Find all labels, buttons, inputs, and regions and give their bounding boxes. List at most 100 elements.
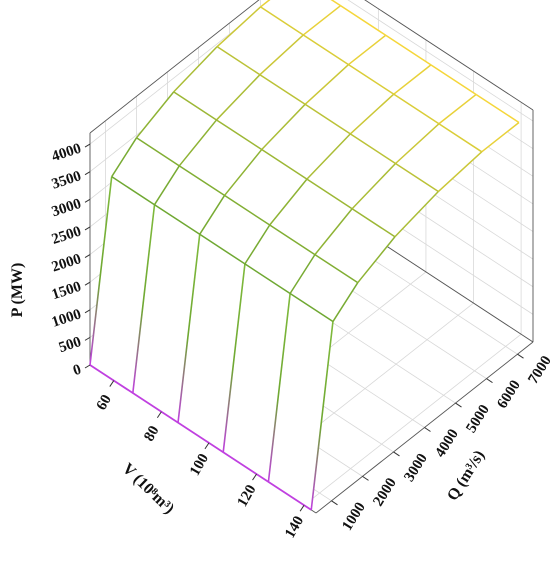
surface-mesh-line [304,64,350,105]
surface-mesh-line [111,137,138,178]
z-tick-label: 2000 [50,251,83,275]
z-tick-label: 2500 [50,223,83,247]
z-tick-mark [84,281,91,286]
surface-mesh-line [385,34,432,66]
surface-mesh [89,0,520,511]
z-tick-label: 500 [57,334,83,356]
surface-face [154,165,225,235]
surface-bottom-edge [89,364,312,511]
surface-mesh-line [269,224,316,256]
surface-wall-line [310,321,334,510]
surface-face [216,74,306,150]
surface-wall-line [267,293,291,482]
z-tick-mark [84,254,91,258]
surface-face [305,64,394,134]
surface-face [306,133,396,209]
q-tick-mark [455,402,462,408]
surface-mesh-line [216,46,261,76]
v-axis-title: V (10⁸m³) [119,460,177,517]
q-tick-mark [393,451,400,457]
surface-mesh-line [111,176,155,206]
v-tick-mark [252,473,257,481]
surface-mesh-line [302,5,341,36]
surface-face [199,195,270,264]
surface-face [224,149,307,225]
surface-mesh-line [173,91,217,121]
surface-mesh-line [437,151,483,193]
z-tick-mark [84,226,91,231]
q-tick-label: 7000 [525,353,550,387]
surface-mesh-line [199,195,226,235]
surface-mesh-line [340,5,387,36]
q-tick-mark [331,500,338,506]
surface-face [314,208,395,283]
q-tick-label: 2000 [370,475,399,509]
surface-mesh-line [261,103,306,151]
surface-mesh-line [304,103,351,135]
surface-mesh-line [351,208,396,238]
z-tick-label: 1500 [50,279,83,303]
surface-mesh-line [357,236,396,284]
surface-face [260,0,341,35]
surface-mesh-line [224,194,271,226]
q-tick-label: 6000 [494,378,523,412]
q-tick-label: 1000 [339,500,368,534]
surface-face [244,225,315,294]
q-tick-mark [362,475,369,481]
surface-mesh-line [306,178,353,210]
surface-face [136,91,217,166]
surface-mesh-line [394,191,439,238]
z-tick-mark [84,171,91,176]
surface-mesh-line [215,74,261,121]
v-tick-mark [204,442,210,450]
surface-mesh-line [154,204,201,235]
surface-mesh-line [216,119,263,151]
surface-mesh-line [330,0,341,7]
z-tick-mark [84,143,91,148]
v-tick-mark [299,504,305,512]
v-tick-mark [109,380,115,387]
surface-mesh-line [351,162,397,210]
surface-mesh-line [438,123,483,153]
surface-face [269,179,353,255]
surface-mesh-line [289,292,334,323]
surface-mesh-line [395,123,440,165]
surface-mesh-line [306,133,351,180]
z-tick-mark [84,198,91,203]
surface-mesh-line [261,148,308,180]
surface-wall [90,176,333,510]
surface-mesh-line [244,224,271,265]
z-tick-mark [84,309,91,314]
surface-face [217,6,304,75]
z-tick-label: 4000 [50,141,83,165]
q-tick-label: 3000 [401,451,430,485]
surface-mesh-line [302,34,349,66]
surface-mesh-line [314,254,359,284]
z-tick-label: 1000 [50,306,83,330]
surface-face [350,94,439,164]
surface-mesh-line [259,74,306,105]
q-axis-title: Q (m³/s) [444,447,488,503]
surface-mesh-line [438,93,477,125]
grid-line [347,0,534,122]
q-tick-label: 5000 [463,402,492,436]
surface-face [348,35,431,95]
surface-mesh-line [260,0,271,8]
q-tick-mark [486,378,493,384]
surface-mesh-line [216,6,262,48]
surface-mesh-line [223,149,263,196]
surface-mesh-line [393,93,440,125]
surface-mesh-line [244,263,291,295]
surface-mesh-line [332,282,359,322]
v-tick-mark [156,411,162,419]
surface-face [395,123,482,192]
surface-mesh-line [475,93,520,124]
surface-mesh-line [481,121,520,153]
surface-wall-line [177,234,201,423]
surface-mesh-line [269,178,308,226]
surface-mesh-line [259,34,304,76]
surface-mesh-line [430,64,477,96]
surface-mesh-line [349,133,396,165]
q-tick-mark [517,353,524,359]
